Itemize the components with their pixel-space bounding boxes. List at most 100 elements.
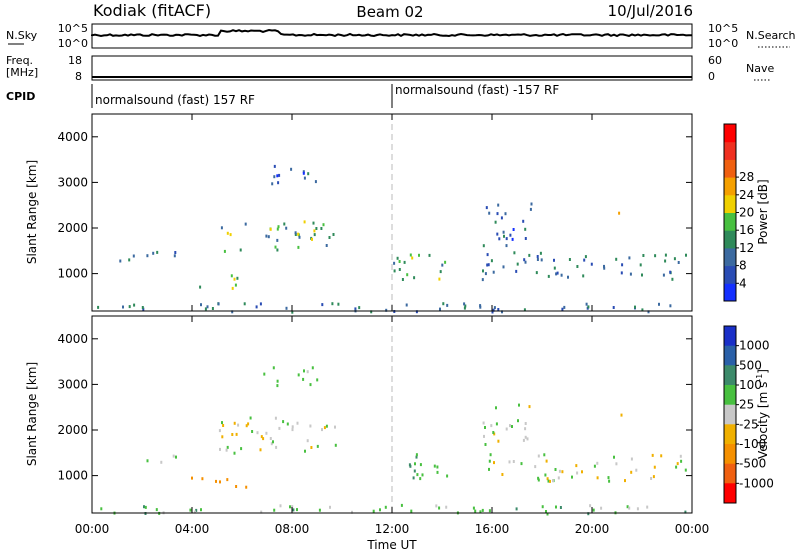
- velocity-echo-cell: [304, 449, 306, 453]
- power-echo-cell: [97, 305, 100, 309]
- power-echo-cell: [274, 245, 277, 249]
- power-echo-cell: [486, 253, 489, 257]
- y-tick-label: 1000: [57, 267, 88, 281]
- velocity-echo-cell: [488, 459, 491, 463]
- power-echo-cell: [494, 220, 497, 224]
- power-echo-cell: [639, 263, 642, 267]
- power-echo-cell: [553, 258, 555, 262]
- power-echo-cell: [320, 227, 323, 230]
- velocity-echo-cell: [309, 424, 312, 428]
- power-echo-cell: [505, 237, 508, 241]
- power-echo-cell: [285, 306, 288, 310]
- power-echo-cell: [493, 306, 496, 310]
- velocity-echo-cell: [235, 485, 238, 488]
- velocity-echo-cell: [684, 468, 687, 472]
- velocity-echo-cell: [587, 512, 590, 516]
- power-echo-cell: [618, 211, 621, 215]
- power-echo-cell: [276, 227, 279, 231]
- nsearch-label: N.Search: [746, 29, 796, 42]
- velocity-echo-cell: [512, 460, 515, 463]
- velocity-echo-cell: [433, 464, 436, 468]
- velocity-echo-cell: [334, 425, 336, 429]
- velocity-echo-cell: [409, 464, 412, 468]
- power-echo-cell: [628, 256, 631, 260]
- velocity-echo-cell: [160, 460, 163, 464]
- power-echo-cell: [603, 266, 606, 270]
- power-echo-cell: [204, 307, 207, 311]
- colorbar-tick-label: -500: [739, 457, 766, 471]
- power-echo-cell: [223, 249, 226, 253]
- velocity-echo-cell: [219, 480, 221, 484]
- power-echo-cell: [428, 253, 431, 257]
- velocity-echo-cell: [679, 454, 682, 458]
- colorbar-swatch: [724, 424, 736, 445]
- cpid-label: CPID: [6, 90, 35, 103]
- y-tick-label: 2000: [57, 423, 88, 437]
- colorbar-swatch: [724, 265, 736, 284]
- power-echo-cell: [132, 254, 135, 258]
- x-tick-label: 04:00: [175, 522, 210, 536]
- power-echo-cell: [385, 308, 388, 312]
- power-echo-cell: [206, 305, 209, 309]
- velocity-echo-cell: [306, 439, 309, 443]
- velocity-ylabel: Slant Range [km]: [25, 362, 39, 466]
- velocity-echo-cell: [233, 451, 236, 455]
- velocity-echo-cell: [302, 377, 305, 381]
- power-echo-layer: [97, 164, 687, 314]
- velocity-echo-cell: [276, 384, 279, 388]
- velocity-echo-cell: [537, 478, 540, 482]
- colorbar-swatch: [724, 230, 736, 249]
- power-echo-cell: [568, 258, 571, 261]
- power-echo-cell: [482, 244, 485, 248]
- velocity-echo-cell: [296, 421, 299, 425]
- power-echo-cell: [500, 216, 503, 220]
- power-echo-cell: [496, 212, 499, 216]
- power-echo-cell: [587, 305, 590, 309]
- velocity-echo-cell: [488, 467, 490, 471]
- velocity-echo-cell: [505, 427, 508, 431]
- colorbar-swatch: [724, 194, 736, 213]
- power-echo-cell: [438, 277, 441, 281]
- velocity-echo-cell: [490, 424, 493, 428]
- velocity-echo-cell: [559, 506, 562, 509]
- colorbar-swatch: [724, 247, 736, 267]
- power-echo-cell: [405, 303, 408, 307]
- y-tick-label: 3000: [57, 377, 88, 391]
- power-echo-cell: [501, 310, 503, 314]
- cpid-row: CPID normalsound (fast) 157 RF normalsou…: [6, 83, 559, 108]
- velocity-echo-cell: [676, 462, 679, 466]
- velocity-echo-cell: [310, 446, 313, 449]
- power-echo-cell: [311, 237, 313, 241]
- power-echo-cell: [629, 272, 632, 276]
- velocity-echo-cell: [274, 416, 277, 420]
- velocity-echo-cell: [628, 506, 631, 510]
- velocity-echo-cell: [415, 453, 418, 457]
- power-echo-cell: [671, 277, 674, 281]
- velocity-echo-cell: [646, 505, 649, 509]
- power-echo-cell: [463, 302, 466, 306]
- power-echo-cell: [658, 302, 660, 306]
- velocity-echo-cell: [547, 479, 550, 483]
- power-echo-cell: [439, 270, 442, 274]
- velocity-echo-cell: [297, 373, 300, 377]
- power-echo-cell: [269, 227, 272, 231]
- velocity-echo-cell: [291, 505, 294, 509]
- velocity-echo-cell: [421, 473, 424, 477]
- power-echo-cell: [314, 180, 317, 184]
- power-echo-cell: [528, 253, 531, 257]
- freq-strip: Freq. [MHz] 18 8 60 0 Nave: [6, 54, 774, 83]
- power-echo-cell: [413, 276, 416, 280]
- velocity-echo-cell: [278, 426, 281, 430]
- power-echo-cell: [642, 254, 645, 257]
- velocity-echo-cell: [237, 423, 240, 427]
- nsky-label: N.Sky: [6, 29, 38, 42]
- power-echo-cell: [233, 277, 236, 281]
- velocity-echo-cell: [613, 455, 615, 459]
- colorbar-tick-label: 500: [739, 358, 762, 372]
- power-colorbar: 4 8 12 16 20 24 28: [723, 123, 754, 302]
- time-xlabel: Time UT: [366, 538, 417, 552]
- power-echo-cell: [152, 251, 155, 255]
- colorbar-tick-label: 12: [739, 241, 754, 255]
- power-echo-cell: [669, 304, 672, 308]
- power-echo-cell: [647, 310, 650, 314]
